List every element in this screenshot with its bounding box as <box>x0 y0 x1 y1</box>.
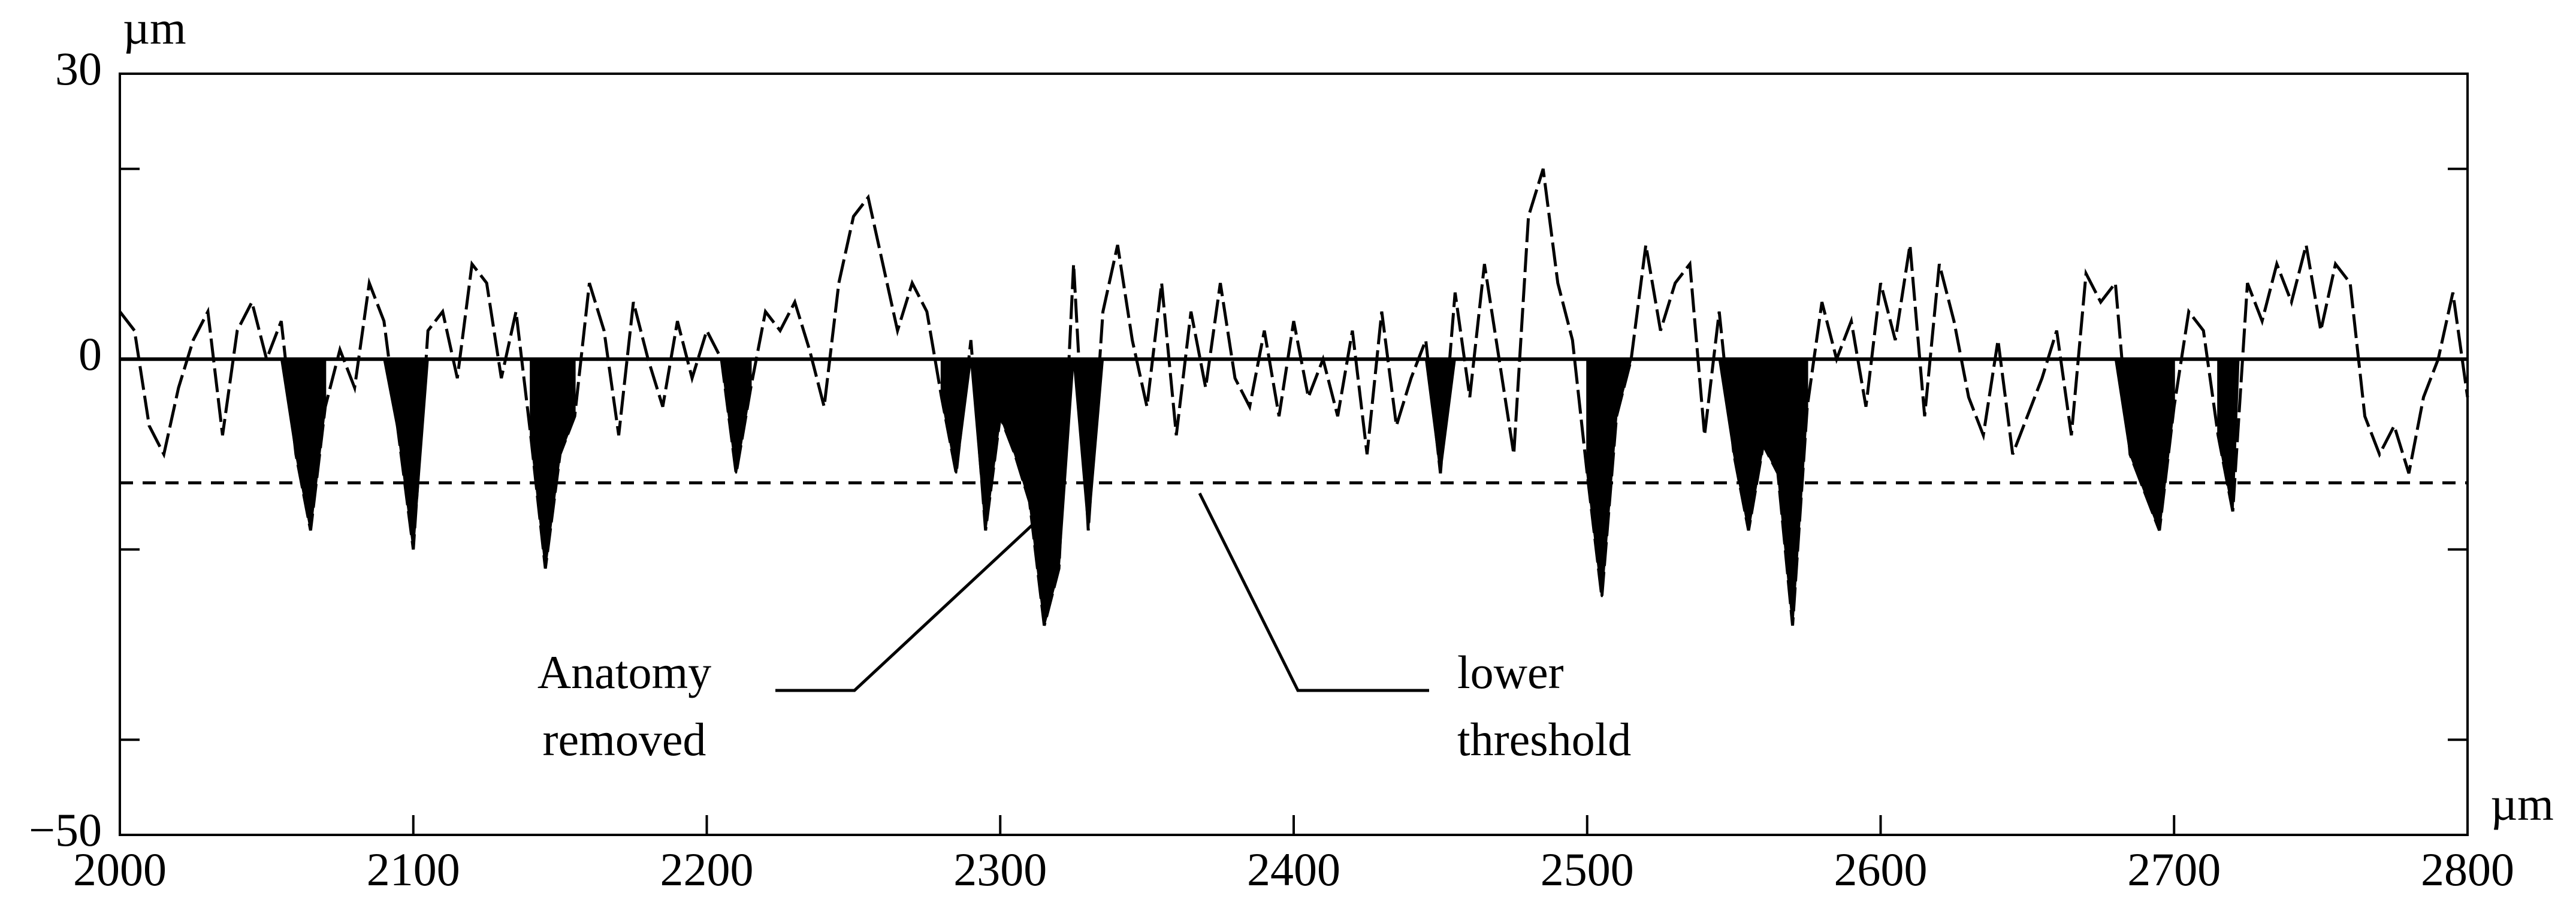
x-tick-label: 2300 <box>953 843 1047 895</box>
annotation: threshold <box>1457 713 1631 765</box>
x-tick-label: 2000 <box>73 843 167 895</box>
removed-region <box>1718 358 1808 626</box>
x-tick-label: 2600 <box>1834 843 1928 895</box>
x-unit: µm <box>2490 778 2554 830</box>
x-tick-label: 2700 <box>2127 843 2221 895</box>
x-tick-label: 2200 <box>660 843 754 895</box>
y-tick-label: 30 <box>55 43 102 95</box>
annotation: Anatomy <box>537 646 711 698</box>
annotation: lower <box>1457 646 1564 698</box>
profile-line <box>119 168 2469 626</box>
annotation: removed <box>543 713 706 765</box>
leader-line <box>1198 492 1429 692</box>
y-tick-label: 0 <box>78 328 102 380</box>
removed-region <box>1586 358 1633 598</box>
x-tick-label: 2500 <box>1541 843 1634 895</box>
removed-region <box>382 358 443 550</box>
removed-region <box>530 358 576 569</box>
y-tick-label: −50 <box>29 804 102 856</box>
x-tick-label: 2800 <box>2421 843 2514 895</box>
x-tick-label: 2100 <box>367 843 460 895</box>
plot-frame <box>119 73 2469 836</box>
x-tick-label: 2400 <box>1247 843 1340 895</box>
leader-line <box>775 521 1036 692</box>
y-unit: µm <box>123 2 186 54</box>
